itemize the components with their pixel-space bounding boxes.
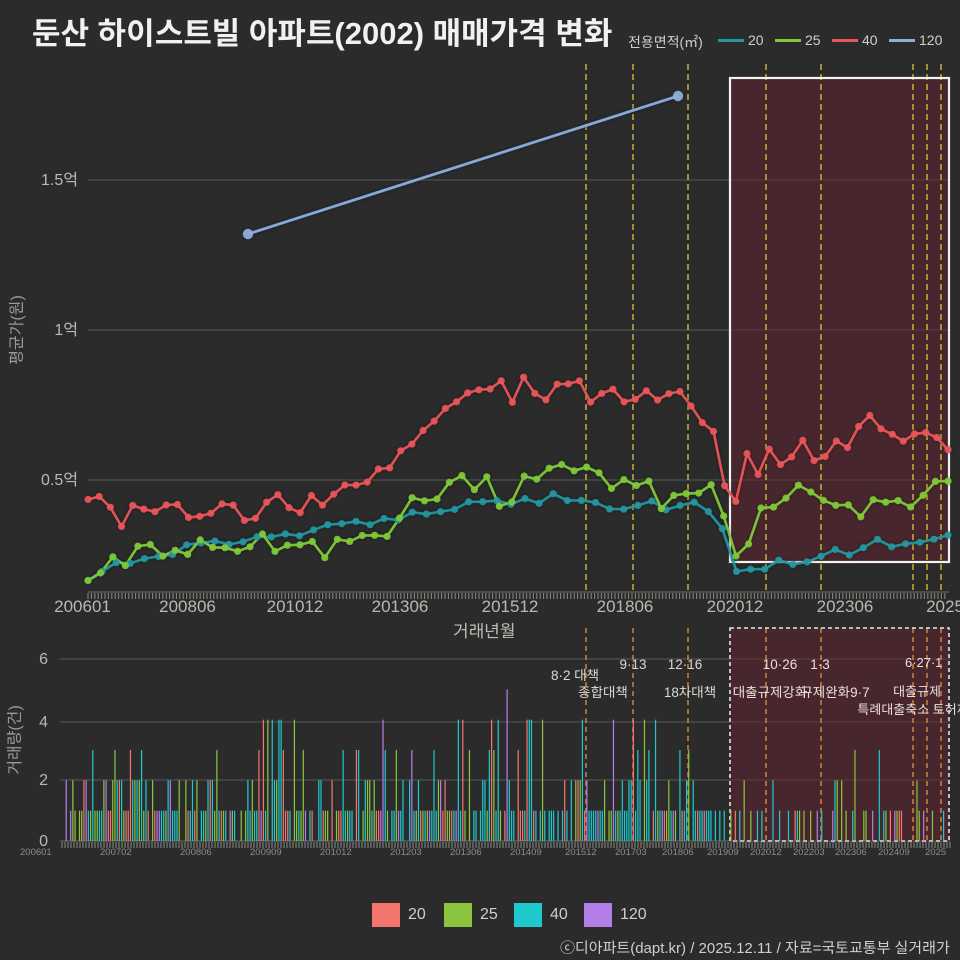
svg-text:2: 2 [39,772,48,789]
svg-text:4: 4 [39,714,48,731]
svg-text:거래량(건): 거래량(건) [7,705,24,775]
svg-text:6: 6 [39,651,48,668]
